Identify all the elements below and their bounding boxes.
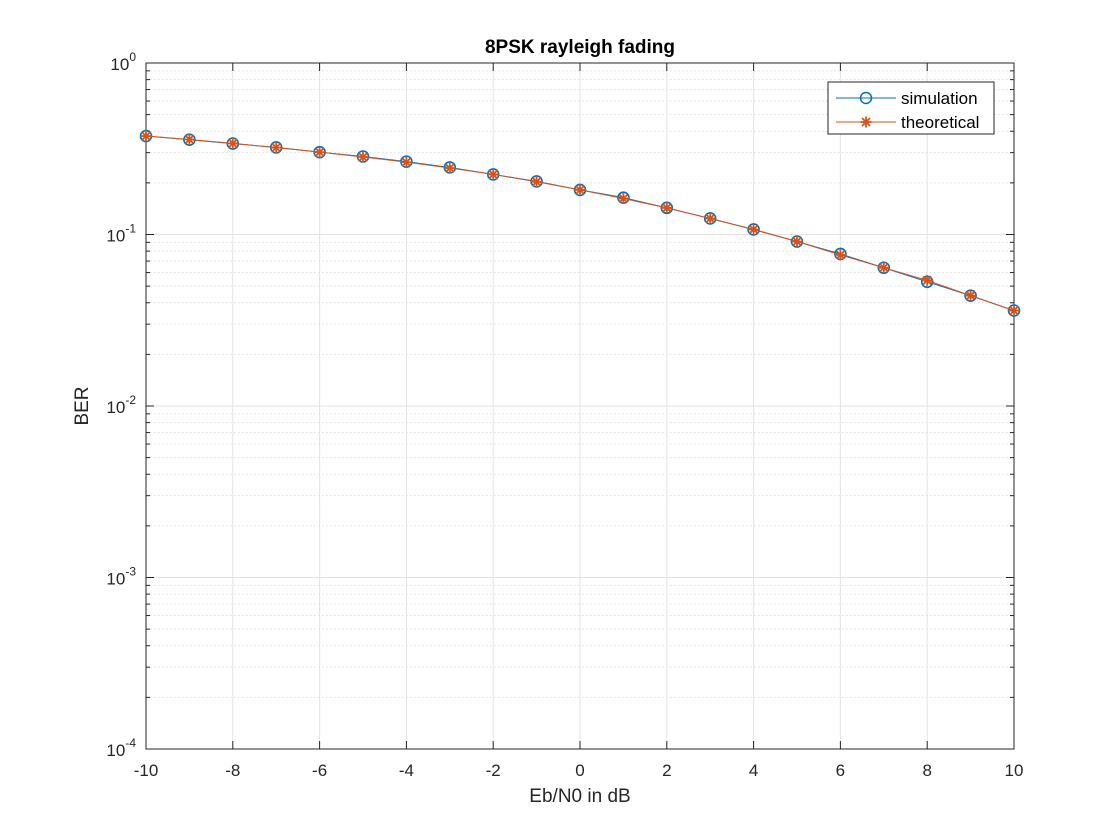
x-tick-label: 10 — [1005, 761, 1024, 780]
data-point-theoretical — [834, 249, 846, 261]
circle-marker-icon — [859, 91, 873, 105]
x-tick-label: -10 — [134, 761, 159, 780]
data-point-theoretical — [444, 162, 456, 174]
x-tick-label: 6 — [836, 761, 845, 780]
data-point-theoretical — [270, 142, 282, 154]
x-tick-label: 0 — [575, 761, 584, 780]
data-point-theoretical — [704, 212, 716, 224]
legend-label-simulation: simulation — [901, 89, 978, 108]
y-axis-label: BER — [72, 386, 93, 425]
y-tick-label: 100 — [110, 50, 136, 74]
major-grid — [146, 63, 1014, 749]
data-point-theoretical — [1008, 305, 1020, 317]
data-point-theoretical — [357, 151, 369, 163]
data-point-theoretical — [748, 223, 760, 235]
data-point-theoretical — [878, 262, 890, 274]
x-tick-label: -4 — [399, 761, 414, 780]
x-tick-label: -8 — [225, 761, 240, 780]
data-point-theoretical — [183, 134, 195, 146]
y-tick-label: 10-2 — [106, 393, 136, 417]
legend-box — [827, 81, 995, 135]
legend: simulation theoretical — [827, 81, 995, 135]
y-tick-label: 10-1 — [106, 222, 136, 246]
y-tick-label: 10-4 — [106, 736, 136, 760]
data-point-theoretical — [574, 184, 586, 196]
series-layer — [139, 129, 1021, 317]
data-point-theoretical — [140, 130, 152, 142]
star-marker-icon — [860, 116, 872, 128]
data-point-theoretical — [921, 274, 933, 286]
data-point-theoretical — [965, 290, 977, 302]
x-tick-label: 4 — [749, 761, 758, 780]
legend-star-marker — [860, 116, 872, 128]
x-tick-labels: -10 -8 -6 -4 -2 0 2 4 6 8 10 — [134, 761, 1024, 780]
x-tick-label: -2 — [486, 761, 501, 780]
data-point-theoretical — [531, 176, 543, 188]
data-point-theoretical — [487, 168, 499, 180]
data-point-theoretical — [661, 202, 673, 214]
minor-grid — [146, 70, 1014, 698]
x-tick-label: 8 — [922, 761, 931, 780]
x-axis-label: Eb/N0 in dB — [529, 786, 630, 807]
legend-label-theoretical: theoretical — [901, 113, 979, 132]
data-point-theoretical — [400, 156, 412, 168]
chart-title: 8PSK rayleigh fading — [485, 37, 675, 58]
data-point-theoretical — [314, 146, 326, 158]
y-tick-label: 10-3 — [106, 565, 136, 589]
y-tick-labels: 10-4 10-3 10-2 10-1 100 — [106, 50, 136, 760]
tick-marks — [145, 62, 1015, 750]
data-point-theoretical — [791, 236, 803, 248]
data-point-theoretical — [617, 193, 629, 205]
x-tick-label: 2 — [662, 761, 671, 780]
data-point-theoretical — [227, 137, 239, 149]
x-tick-label: -6 — [312, 761, 327, 780]
